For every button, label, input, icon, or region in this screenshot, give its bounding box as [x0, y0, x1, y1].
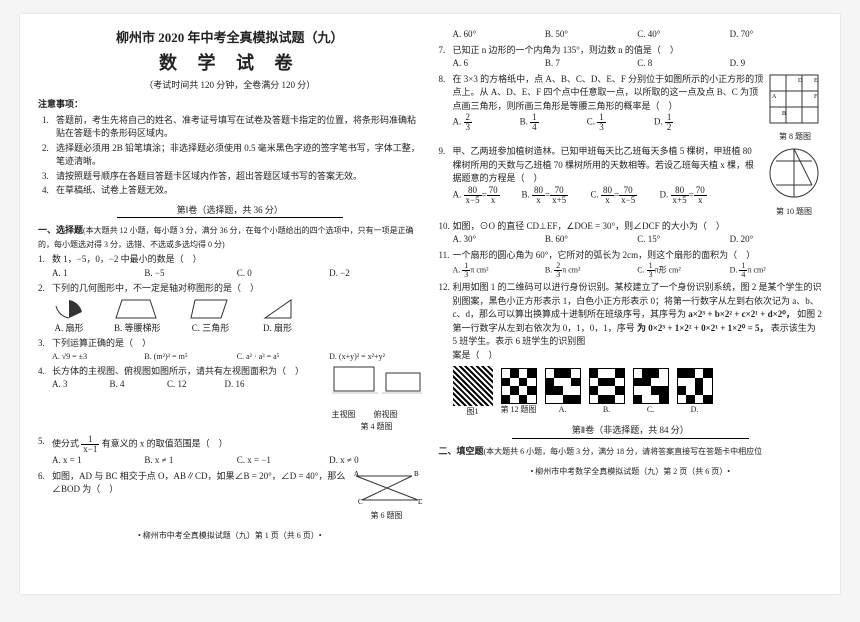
- q9-options: A. 80x−5=70x B. 80x=70x+5 C. 80x=70x−5 D…: [453, 186, 729, 205]
- notice-text: 请按照题号顺序在各题目答题卡区域内作答，超出答题区域书写的答案无效。: [56, 170, 362, 184]
- exam-title: 柳州市 2020 年中考全真模拟试题（九）: [38, 28, 422, 48]
- question-8: DE BF AC 第 8 题图 8.在 3×3 的方格纸中，点 A、B、C、D、…: [439, 73, 823, 144]
- notice-text: 选择题必须用 2B 铅笔填涂；非选择题必须使用 0.5 毫米黑色字迹的签字笔书写…: [56, 142, 422, 169]
- right-column: A. 60° B. 50° C. 40° D. 70° 7.已知正 n 边形的一…: [431, 28, 831, 580]
- notice-item: 3.请按照题号顺序在各题目答题卡区域内作答，超出答题区域书写的答案无效。: [42, 170, 422, 184]
- subject-title: 数 学 试 卷: [38, 50, 422, 77]
- question-6: A B C D 第 6 题图 6.如图，AD 与 BC 相交于点 O，AB∥CD…: [38, 470, 422, 523]
- q6-options: A. 60° B. 50° C. 40° D. 70°: [453, 28, 823, 42]
- q7-options: A. 6 B. 7 C. 8 D. 9: [453, 57, 823, 71]
- q5-options: A. x = 1 B. x ≠ 1 C. x = −1 D. x ≠ 0: [52, 454, 422, 468]
- q4-options: A. 3 B. 4 C. 12 D. 16: [52, 378, 282, 392]
- question-4: 主视图 俯视图 第 4 题图 4.长方体的主视图、俯视图如图所示，请共有左视图面…: [38, 365, 422, 434]
- svg-text:C: C: [358, 498, 363, 506]
- question-11: 11.一个扇形的圆心角为 60°，它所对的弧长为 2cm，则这个扇形的面积为（ …: [439, 249, 823, 280]
- q12-patterns: 图1 第 12 题图 A. B. C. D.: [453, 366, 823, 418]
- pattern-a: A.: [545, 368, 581, 416]
- q3-options: A. √9 = ±3 B. (m²)³ = m⁵ C. a² · a³ = a⁵…: [52, 351, 422, 363]
- question-3: 3.下列运算正确的是（ ） A. √9 = ±3 B. (m²)³ = m⁵ C…: [38, 337, 422, 363]
- question-10: 10.如图，⊙O 的直径 CD⊥EF，∠DOE = 30°，则∠DCF 的大小为…: [439, 220, 823, 247]
- svg-text:D: D: [798, 78, 803, 84]
- pattern-d: D.: [677, 368, 713, 416]
- pattern-icon: 第 12 题图: [501, 368, 537, 416]
- question-9: 第 10 题图 9.甲、乙两班参加植树造林。已知甲班每天比乙班每天多植 5 棵树…: [439, 145, 823, 218]
- fraction: 1x−1: [81, 435, 99, 454]
- footer-right: • 柳州市中考数学全真模拟试题（九）第 2 页（共 6 页）•: [439, 466, 823, 478]
- q10-options: A. 30° B. 60° C. 15° D. 20°: [453, 233, 823, 247]
- footer-left: • 柳州市中考全真模拟试题（九）第 1 页（共 6 页）•: [38, 530, 422, 542]
- pattern-b: B.: [589, 368, 625, 416]
- qr-code-icon: 图1: [453, 366, 493, 418]
- q11-options: A. 13π cm² B. 23π cm² C. 13π形 cm² D. 14π…: [453, 262, 823, 279]
- notice-text: 答题前，考生先将自己的姓名、准考证号填写在试卷及答题卡指定的位置，将条形码准确粘…: [56, 114, 422, 141]
- notice-item: 1.答题前，考生先将自己的姓名、准考证号填写在试卷及答题卡指定的位置，将条形码准…: [42, 114, 422, 141]
- shape-triangle-icon: C. 三角形: [189, 296, 233, 336]
- pattern-c: C.: [633, 368, 669, 416]
- notice-head: 注意事项：: [38, 98, 422, 112]
- notice-list: 1.答题前，考生先将自己的姓名、准考证号填写在试卷及答题卡指定的位置，将条形码准…: [42, 114, 422, 198]
- svg-text:A: A: [772, 94, 777, 100]
- q8-figure: DE BF AC 第 8 题图: [768, 73, 822, 144]
- q1-options: A. 1 B. −5 C. 0 D. −2: [52, 267, 422, 281]
- shape-sector-icon: A. 扇形: [52, 296, 86, 336]
- left-column: 柳州市 2020 年中考全真模拟试题（九） 数 学 试 卷 （考试时间共 120…: [30, 28, 431, 580]
- section2-head: 二、填空题(本大题共 6 小题，每小题 3 分，满分 18 分，请将答案直接写在…: [439, 445, 823, 459]
- q10-figure: 第 10 题图: [766, 145, 822, 218]
- question-7: 7.已知正 n 边形的一个内角为 135°，则边数 n 的值是（ ） A. 6 …: [439, 44, 823, 71]
- exam-info: （考试时间共 120 分钟，全卷满分 120 分）: [38, 79, 422, 93]
- part1-title: 第Ⅰ卷（选择题，共 36 分）: [38, 204, 422, 219]
- svg-text:F: F: [814, 94, 818, 100]
- svg-text:E: E: [814, 78, 818, 84]
- exam-paper: 柳州市 2020 年中考全真模拟试题（九） 数 学 试 卷 （考试时间共 120…: [20, 14, 840, 594]
- shape-trapezoid-icon: B. 等腰梯形: [114, 296, 161, 336]
- q8-options: A. 23 B. 14 C. 13 D. 12: [453, 113, 721, 132]
- question-2: 2.下列的几何图形中，不一定是轴对称图形的是（ ） A. 扇形 B. 等腰梯形 …: [38, 282, 422, 335]
- q2-shapes: A. 扇形 B. 等腰梯形 C. 三角形 D. 扇形: [52, 296, 422, 336]
- svg-text:D: D: [418, 498, 422, 506]
- shape-right-triangle-icon: D. 扇形: [261, 296, 295, 336]
- question-1: 1.数 1，−5，0，−2 中最小的数是（ ） A. 1 B. −5 C. 0 …: [38, 253, 422, 280]
- svg-text:A: A: [354, 470, 359, 478]
- notice-item: 2.选择题必须用 2B 铅笔填涂；非选择题必须使用 0.5 毫米黑色字迹的签字笔…: [42, 142, 422, 169]
- question-12: 12. 利用如图 1 的二维码可以进行身份识别。某校建立了一个身份识别系统，图 …: [439, 281, 823, 418]
- question-5: 5. 使分式 1x−1 有意义的 x 的取值范围是（ ） A. x = 1 B.…: [38, 435, 422, 468]
- part2-title: 第Ⅱ卷（非选择题，共 84 分）: [439, 424, 823, 439]
- section1-head: 一、选择题(本大题共 12 小题，每小题 3 分，满分 36 分，在每个小题给出…: [38, 224, 422, 251]
- notice-text: 在草稿纸、试卷上答题无效。: [56, 184, 173, 198]
- svg-text:B: B: [414, 470, 419, 478]
- q6-figure: A B C D 第 6 题图: [352, 470, 422, 523]
- svg-text:B: B: [782, 111, 786, 117]
- notice-item: 4.在草稿纸、试卷上答题无效。: [42, 184, 422, 198]
- q4-figure: 主视图 俯视图 第 4 题图: [332, 365, 422, 434]
